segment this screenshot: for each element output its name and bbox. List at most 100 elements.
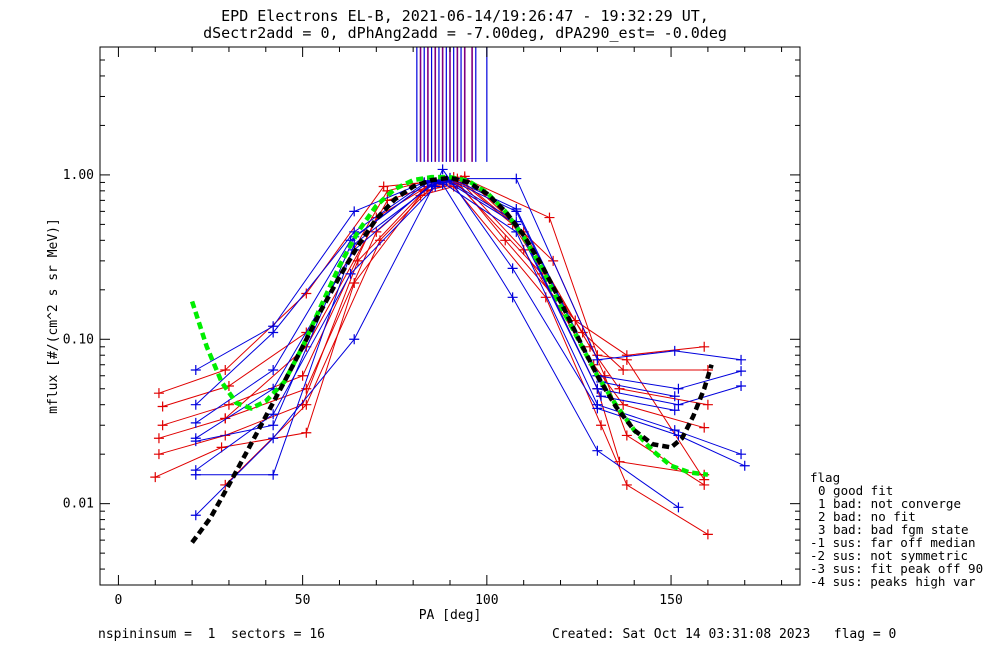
blue-data-point [437,164,448,175]
blue-data-point [673,399,684,410]
blue-series-line-9 [195,179,742,406]
red-data-point [371,226,382,237]
red-data-point [621,479,632,490]
red-series-line-4 [158,183,705,476]
blue-data-point [736,354,747,365]
blue-data-point [349,206,360,217]
blue-data-point [669,405,680,416]
red-data-point [699,422,710,433]
blue-data-point [190,399,201,410]
red-data-point [544,212,555,223]
axes-group: 0 50 100 150 0.01 0.10 1.00 PA [deg] mflux [#/(c… [46,46,801,623]
blue-data-point [736,366,747,377]
blue-data-point [268,433,279,444]
legend-item-not-symmetric: -2 sus: not symmetric [810,548,969,563]
red-data-point [157,420,168,431]
blue-series-line-13 [195,181,679,516]
blue-data-point [268,420,279,431]
blue-data-point [736,449,747,460]
blue-data-point [268,469,279,480]
red-data-point [621,430,632,441]
blue-data-point [190,436,201,447]
red-series-line-5 [155,185,709,535]
blue-data-point [592,354,603,365]
footer-right: Created: Sat Oct 14 03:31:08 2023 flag =… [552,627,897,642]
x-tick-label: 0 [115,593,123,608]
legend-item-good-fit: 0 good fit [818,483,894,498]
blue-data-point [268,365,279,376]
red-data-point [153,449,164,460]
blue-data-point [190,365,201,376]
y-tick-label: 1.00 [63,168,94,183]
red-data-point [702,529,713,540]
legend-title: flag [810,470,841,485]
red-data-point [301,399,312,410]
red-data-point [618,365,629,376]
red-data-point [614,456,625,467]
y-tick-label: 0.01 [63,497,94,512]
blue-data-point [592,403,603,414]
blue-data-point [673,383,684,394]
red-data-point [220,413,231,424]
blue-data-point [190,417,201,428]
red-series-line-0 [158,176,705,394]
blue-data-point [739,460,750,471]
red-data-point [500,235,511,246]
y-tick-label: 0.10 [63,332,94,347]
blue-series-line-10 [195,180,742,424]
blue-series-line-11 [195,181,742,455]
red-data-point [301,427,312,438]
red-data-point [349,277,360,288]
chart-title-line1: EPD Electrons EL-B, 2021-06-14/19:26:47 … [221,7,709,25]
blue-data-point [736,380,747,391]
x-tick-label: 150 [659,593,682,608]
red-data-point [223,399,234,410]
flag-legend: flag 0 good fit 1 bad: not converge 2 ba… [810,471,983,588]
blue-data-point [507,263,518,274]
red-data-point [352,255,363,266]
red-data-point [699,479,710,490]
red-data-point [577,327,588,338]
pa-markers-group [416,47,488,162]
legend-item-peak-off-90: -3 sus: fit peak off 90 [810,561,984,576]
blue-data-point [669,345,680,356]
blue-series-line-14 [195,178,675,476]
legend-item-bad-fgm: 3 bad: bad fgm state [818,522,969,537]
red-data-point [699,341,710,352]
red-data-point [153,433,164,444]
red-data-point [301,288,312,299]
red-data-point [220,365,231,376]
black-fit-curve [190,175,714,544]
red-data-point [150,472,161,483]
legend-item-far-off-median: -1 sus: far off median [810,535,976,550]
legend-item-peaks-high-var: -4 sus: peaks high var [810,574,976,589]
red-data-point [297,370,308,381]
legend-item-not-converge: 1 bad: not converge [818,496,961,511]
red-data-point [216,442,227,453]
blue-data-point [673,502,684,513]
y-axis-label: mflux [#/(cm^2 s sr MeV)] [46,218,61,414]
footer-left: nspininsum = 1 sectors = 16 [98,627,325,642]
blue-data-point [268,409,279,420]
red-data-point [702,399,713,410]
blue-data-point [345,268,356,279]
blue-data-point [268,327,279,338]
red-data-point [157,401,168,412]
blue-data-point [507,292,518,303]
chart-title-line2: dSectr2add = 0, dPhAng2add = -7.00deg, d… [203,24,727,42]
red-series-line-1 [162,178,708,407]
x-axis-label: PA [deg] [419,608,482,623]
red-data-point [596,420,607,431]
blue-data-point [669,425,680,436]
blue-data-point [349,334,360,345]
red-series-line-2 [162,179,708,426]
blue-series-line-8 [195,178,742,371]
blue-data-point [511,173,522,184]
x-tick-label: 100 [475,593,498,608]
blue-data-point [592,445,603,456]
blue-data-point [511,204,522,215]
blue-data-point [190,469,201,480]
blue-data-point [190,510,201,521]
x-tick-label: 50 [295,593,311,608]
